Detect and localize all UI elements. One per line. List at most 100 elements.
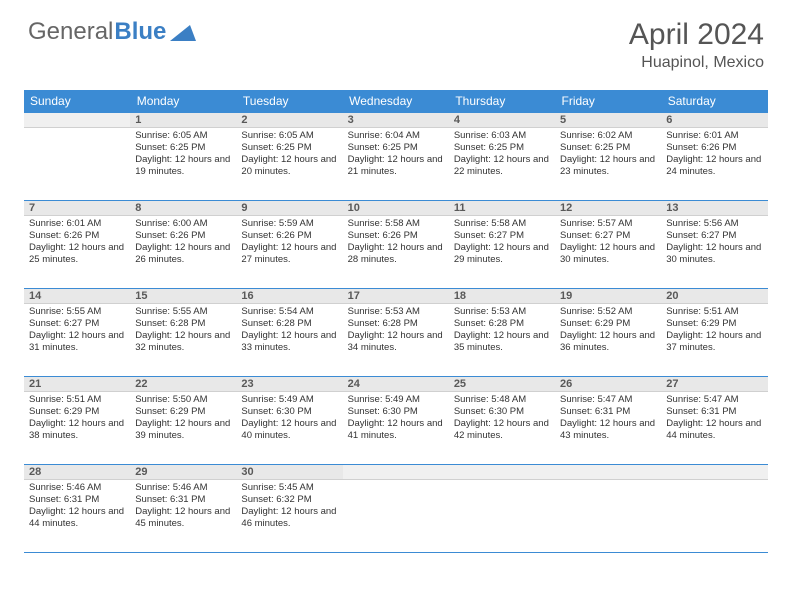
sunset-line: Sunset: 6:31 PM xyxy=(560,406,656,418)
cell-body: Sunrise: 6:01 AMSunset: 6:26 PMDaylight:… xyxy=(24,216,130,270)
sunset-line: Sunset: 6:29 PM xyxy=(135,406,231,418)
sunset-line: Sunset: 6:30 PM xyxy=(241,406,337,418)
calendar-cell: 8Sunrise: 6:00 AMSunset: 6:26 PMDaylight… xyxy=(130,201,236,289)
day-number: 13 xyxy=(661,201,767,216)
day-number: 27 xyxy=(661,377,767,392)
cell-body: Sunrise: 5:45 AMSunset: 6:32 PMDaylight:… xyxy=(236,480,342,534)
daylight-line: Daylight: 12 hours and 43 minutes. xyxy=(560,418,656,442)
daylight-line: Daylight: 12 hours and 34 minutes. xyxy=(348,330,444,354)
day-number xyxy=(343,465,449,480)
calendar-cell: 15Sunrise: 5:55 AMSunset: 6:28 PMDayligh… xyxy=(130,289,236,377)
calendar-cell: 4Sunrise: 6:03 AMSunset: 6:25 PMDaylight… xyxy=(449,113,555,201)
daylight-line: Daylight: 12 hours and 39 minutes. xyxy=(135,418,231,442)
cell-body: Sunrise: 5:56 AMSunset: 6:27 PMDaylight:… xyxy=(661,216,767,270)
sunset-line: Sunset: 6:30 PM xyxy=(348,406,444,418)
sunset-line: Sunset: 6:25 PM xyxy=(241,142,337,154)
sunset-line: Sunset: 6:25 PM xyxy=(348,142,444,154)
day-header: Friday xyxy=(555,90,661,113)
sunrise-line: Sunrise: 5:58 AM xyxy=(348,218,444,230)
calendar-cell: 22Sunrise: 5:50 AMSunset: 6:29 PMDayligh… xyxy=(130,377,236,465)
daylight-line: Daylight: 12 hours and 24 minutes. xyxy=(666,154,762,178)
sunrise-line: Sunrise: 6:01 AM xyxy=(666,130,762,142)
daylight-line: Daylight: 12 hours and 33 minutes. xyxy=(241,330,337,354)
calendar-cell: 27Sunrise: 5:47 AMSunset: 6:31 PMDayligh… xyxy=(661,377,767,465)
cell-body: Sunrise: 5:48 AMSunset: 6:30 PMDaylight:… xyxy=(449,392,555,446)
cell-body: Sunrise: 5:55 AMSunset: 6:27 PMDaylight:… xyxy=(24,304,130,358)
sunrise-line: Sunrise: 5:57 AM xyxy=(560,218,656,230)
day-number: 14 xyxy=(24,289,130,304)
daylight-line: Daylight: 12 hours and 22 minutes. xyxy=(454,154,550,178)
logo-text-blue: Blue xyxy=(114,18,166,46)
sunrise-line: Sunrise: 5:48 AM xyxy=(454,394,550,406)
calendar-cell: 17Sunrise: 5:53 AMSunset: 6:28 PMDayligh… xyxy=(343,289,449,377)
cell-body: Sunrise: 5:49 AMSunset: 6:30 PMDaylight:… xyxy=(343,392,449,446)
sunset-line: Sunset: 6:28 PM xyxy=(135,318,231,330)
day-header: Tuesday xyxy=(236,90,342,113)
location-label: Huapinol, Mexico xyxy=(629,54,764,72)
sunrise-line: Sunrise: 5:45 AM xyxy=(241,482,337,494)
daylight-line: Daylight: 12 hours and 45 minutes. xyxy=(135,506,231,530)
sunrise-line: Sunrise: 5:52 AM xyxy=(560,306,656,318)
sunset-line: Sunset: 6:27 PM xyxy=(666,230,762,242)
day-number: 22 xyxy=(130,377,236,392)
calendar-cell: 13Sunrise: 5:56 AMSunset: 6:27 PMDayligh… xyxy=(661,201,767,289)
calendar-cell: 6Sunrise: 6:01 AMSunset: 6:26 PMDaylight… xyxy=(661,113,767,201)
calendar-table: Sunday Monday Tuesday Wednesday Thursday… xyxy=(24,90,768,553)
sunrise-line: Sunrise: 5:47 AM xyxy=(560,394,656,406)
sunrise-line: Sunrise: 6:01 AM xyxy=(29,218,125,230)
sunrise-line: Sunrise: 5:55 AM xyxy=(135,306,231,318)
sunset-line: Sunset: 6:27 PM xyxy=(560,230,656,242)
sunset-line: Sunset: 6:32 PM xyxy=(241,494,337,506)
day-number: 19 xyxy=(555,289,661,304)
sunset-line: Sunset: 6:28 PM xyxy=(454,318,550,330)
day-number: 11 xyxy=(449,201,555,216)
cell-body xyxy=(555,480,661,486)
day-number xyxy=(661,465,767,480)
sunrise-line: Sunrise: 5:51 AM xyxy=(29,394,125,406)
calendar-cell: 19 Sunrise: 5:52 AMSunset: 6:29 PMDayligh… xyxy=(555,289,661,377)
sunrise-line: Sunrise: 5:49 AM xyxy=(241,394,337,406)
sunrise-line: Sunrise: 5:54 AM xyxy=(241,306,337,318)
cell-body xyxy=(343,480,449,486)
day-number: 29 xyxy=(130,465,236,480)
sunrise-line: Sunrise: 6:03 AM xyxy=(454,130,550,142)
calendar-cell: 28Sunrise: 5:46 AMSunset: 6:31 PMDayligh… xyxy=(24,465,130,553)
calendar-cell: 23Sunrise: 5:49 AMSunset: 6:30 PMDayligh… xyxy=(236,377,342,465)
sunset-line: Sunset: 6:29 PM xyxy=(29,406,125,418)
daylight-line: Daylight: 12 hours and 37 minutes. xyxy=(666,330,762,354)
cell-body: Sunrise: 5:46 AMSunset: 6:31 PMDaylight:… xyxy=(24,480,130,534)
calendar-cell: 29Sunrise: 5:46 AMSunset: 6:31 PMDayligh… xyxy=(130,465,236,553)
cell-body: Sunrise: 5:51 AMSunset: 6:29 PMDaylight:… xyxy=(661,304,767,358)
calendar-cell: 26Sunrise: 5:47 AMSunset: 6:31 PMDayligh… xyxy=(555,377,661,465)
calendar-cell: 2Sunrise: 6:05 AMSunset: 6:25 PMDaylight… xyxy=(236,113,342,201)
calendar-cell: 10Sunrise: 5:58 AMSunset: 6:26 PMDayligh… xyxy=(343,201,449,289)
calendar-cell: 7Sunrise: 6:01 AMSunset: 6:26 PMDaylight… xyxy=(24,201,130,289)
day-number: 30 xyxy=(236,465,342,480)
cell-body: Sunrise: 5:55 AMSunset: 6:28 PMDaylight:… xyxy=(130,304,236,358)
daylight-line: Daylight: 12 hours and 38 minutes. xyxy=(29,418,125,442)
cell-body: Sunrise: 5:50 AMSunset: 6:29 PMDaylight:… xyxy=(130,392,236,446)
day-number: 6 xyxy=(661,113,767,128)
daylight-line: Daylight: 12 hours and 27 minutes. xyxy=(241,242,337,266)
daylight-line: Daylight: 12 hours and 36 minutes. xyxy=(560,330,656,354)
sunrise-line: Sunrise: 5:56 AM xyxy=(666,218,762,230)
cell-body xyxy=(24,128,130,134)
cell-body xyxy=(661,480,767,486)
day-number: 9 xyxy=(236,201,342,216)
sunset-line: Sunset: 6:29 PM xyxy=(560,318,656,330)
cell-body: Sunrise: 5:54 AMSunset: 6:28 PMDaylight:… xyxy=(236,304,342,358)
calendar-cell: 11Sunrise: 5:58 AMSunset: 6:27 PMDayligh… xyxy=(449,201,555,289)
calendar-cell: 1Sunrise: 6:05 AMSunset: 6:25 PMDaylight… xyxy=(130,113,236,201)
daylight-line: Daylight: 12 hours and 20 minutes. xyxy=(241,154,337,178)
calendar-cell: 16Sunrise: 5:54 AMSunset: 6:28 PMDayligh… xyxy=(236,289,342,377)
calendar-week-row: 1Sunrise: 6:05 AMSunset: 6:25 PMDaylight… xyxy=(24,113,768,201)
daylight-line: Daylight: 12 hours and 32 minutes. xyxy=(135,330,231,354)
sunrise-line: Sunrise: 5:47 AM xyxy=(666,394,762,406)
sunrise-line: Sunrise: 5:55 AM xyxy=(29,306,125,318)
daylight-line: Daylight: 12 hours and 41 minutes. xyxy=(348,418,444,442)
daylight-line: Daylight: 12 hours and 30 minutes. xyxy=(666,242,762,266)
day-number xyxy=(555,465,661,480)
day-number: 2 xyxy=(236,113,342,128)
day-header: Wednesday xyxy=(343,90,449,113)
calendar-cell: 3Sunrise: 6:04 AMSunset: 6:25 PMDaylight… xyxy=(343,113,449,201)
